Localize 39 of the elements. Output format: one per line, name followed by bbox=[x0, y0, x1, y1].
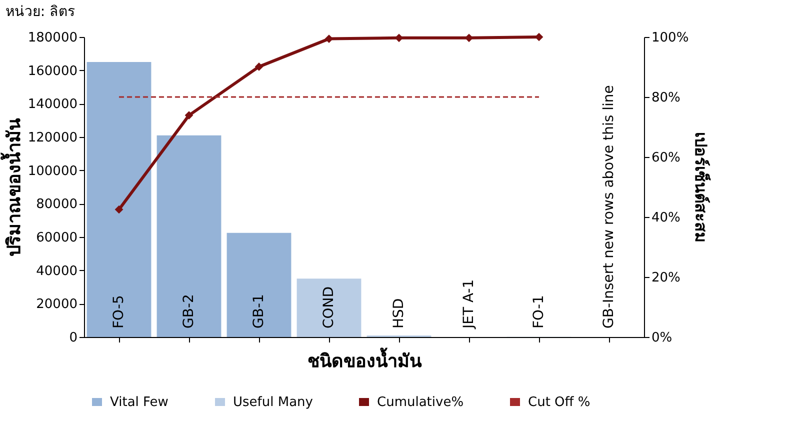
x-axis-title: ชนิดของน้ำมัน bbox=[308, 347, 422, 372]
x-tick-label: JET A-1 bbox=[461, 279, 477, 330]
y2-tick-label: 100% bbox=[652, 30, 689, 46]
x-tick-label: GB-Insert new rows above this line bbox=[601, 85, 617, 328]
y-tick-label: 180000 bbox=[28, 30, 78, 46]
y-axis-title: ปริมาณของน้ำมัน bbox=[0, 118, 25, 256]
legend-label: Vital Few bbox=[110, 395, 169, 410]
bar bbox=[226, 232, 292, 337]
point bbox=[184, 111, 194, 120]
bar bbox=[156, 135, 222, 337]
text: หน่วย: ลิตร bbox=[5, 4, 76, 20]
y2-axis-title: เปอร์เซ็นต์สะสม bbox=[692, 132, 713, 243]
point bbox=[114, 205, 124, 214]
legend-label: Cut Off % bbox=[528, 395, 590, 410]
y-tick-label: 120000 bbox=[28, 130, 78, 146]
legend-label: Cumulative% bbox=[377, 395, 464, 410]
y-tick-label: 80000 bbox=[36, 197, 78, 212]
y-tick-label: 40000 bbox=[36, 264, 78, 279]
y-tick-label: 160000 bbox=[28, 64, 78, 79]
point bbox=[254, 62, 264, 71]
x-tick-label: COND bbox=[321, 286, 337, 328]
y-tick-label: 0 bbox=[69, 330, 78, 346]
y2-tick-label: 20% bbox=[652, 270, 680, 286]
y2-tick-label: 60% bbox=[652, 150, 680, 166]
y-tick-label: 20000 bbox=[36, 297, 78, 312]
x-tick-label: GB-1 bbox=[251, 294, 267, 328]
y2-tick-label: 80% bbox=[652, 90, 680, 106]
x-tick-label: FO-1 bbox=[531, 295, 547, 328]
y-tick-label: 100000 bbox=[28, 164, 78, 179]
bar bbox=[296, 278, 362, 337]
y2-tick-label: 40% bbox=[652, 210, 680, 226]
x-tick-label: GB-2 bbox=[181, 294, 197, 328]
y-tick-label: 60000 bbox=[36, 230, 78, 246]
y-tick-label: 140000 bbox=[28, 97, 78, 112]
y2-tick-label: 0% bbox=[652, 330, 672, 346]
x-tick-label: FO-5 bbox=[111, 295, 127, 328]
legend-label: Useful Many bbox=[233, 395, 314, 410]
bar bbox=[86, 62, 152, 337]
x-tick-label: HSD bbox=[391, 298, 407, 328]
